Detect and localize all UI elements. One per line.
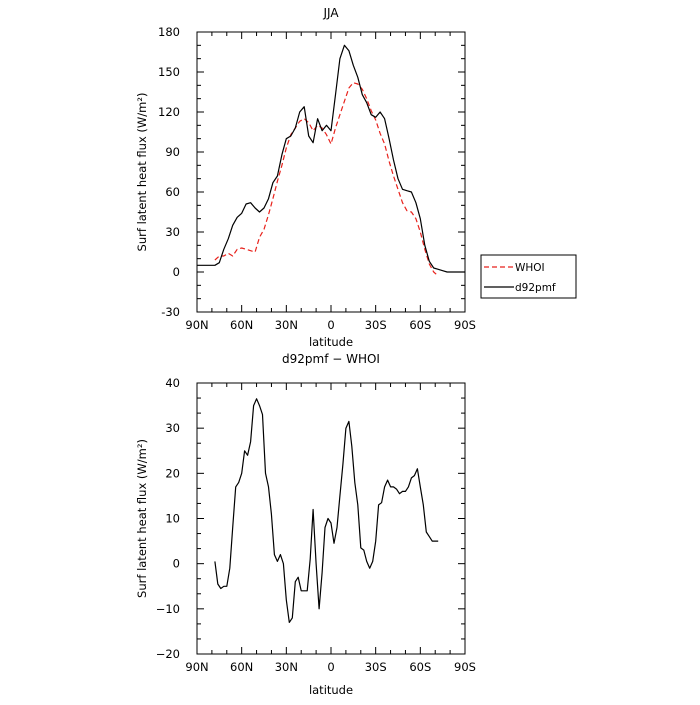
y-tick-label: 90 [165,145,180,159]
y-tick-label: 30 [165,225,180,239]
chart-title: d92pmf − WHOI [282,352,380,366]
y-axis-label: Surf latent heat flux (W/m²) [135,439,149,598]
legend-label-whoi: WHOI [515,262,545,274]
plot-frame [196,382,466,655]
legend-box [480,254,577,299]
y-tick-label: 60 [165,185,180,199]
x-tick-label: 60N [230,660,253,674]
x-tick-label: 60N [230,318,253,332]
legend-label-d92pmf: d92pmf [515,282,556,294]
x-tick-label: 90N [185,660,208,674]
x-tick-label: 60S [409,318,431,332]
series-line-difference [214,398,439,624]
y-tick-label: −20 [156,647,180,661]
axes-ticks [196,382,466,655]
y-tick-label: 180 [158,25,180,39]
chart-panel-2: d92pmf − WHOI latitude Surf latent heat fl… [135,352,476,697]
y-tick-label: 120 [158,105,180,119]
x-tick-label: 60S [409,660,431,674]
y-tick-label: 0 [173,557,180,571]
y-tick-label: 20 [165,466,180,480]
x-tick-label: 30N [275,660,298,674]
x-tick-label: 30S [365,318,387,332]
x-tick-label: 0 [327,318,334,332]
axes-ticks [196,31,466,313]
y-tick-label: 0 [173,265,180,279]
x-axis-label: latitude [309,335,353,349]
x-tick-label: 30N [275,318,298,332]
x-tick-label: 90N [185,318,208,332]
series-line-d92pmf [197,44,465,273]
y-tick-label: 10 [165,512,180,526]
chart-panel-1: JJA latitude Surf latent heat flux (W/m²) 9… [135,6,577,349]
x-axis-label: latitude [309,683,353,697]
x-tick-label: 30S [365,660,387,674]
x-tick-label: 90S [454,318,476,332]
y-tick-label: 30 [165,421,180,435]
chart-title: JJA [322,6,339,20]
series-line-whoi [214,82,439,277]
plot-frame [196,31,466,313]
y-tick-label: 40 [165,376,180,390]
y-tick-label: -30 [161,305,180,319]
y-axis-label: Surf latent heat flux (W/m²) [135,93,149,252]
y-tick-label: 150 [158,65,180,79]
x-tick-label: 0 [327,660,334,674]
y-tick-label: −10 [156,602,180,616]
legend: WHOI d92pmf [480,254,577,299]
x-tick-label: 90S [454,660,476,674]
